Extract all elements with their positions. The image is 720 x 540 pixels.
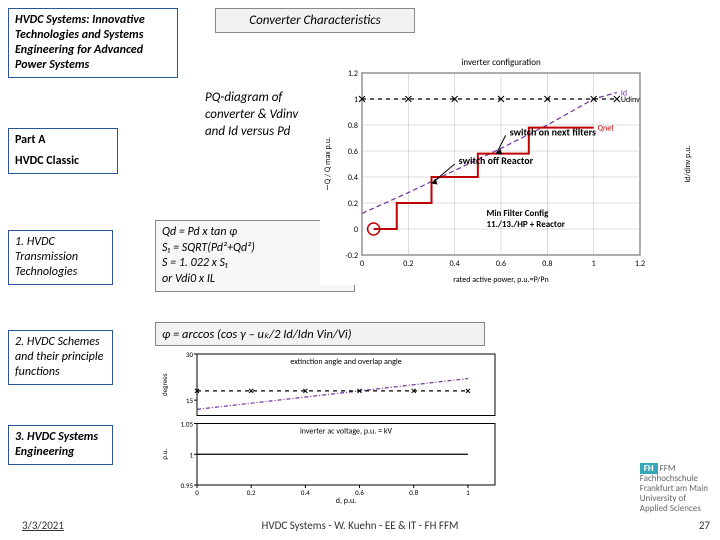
svg-text:1.05: 1.05	[181, 420, 194, 429]
slide-header-text: Converter Characteristics	[249, 13, 380, 28]
svg-text:0.6: 0.6	[348, 147, 358, 157]
svg-text:1: 1	[592, 259, 596, 269]
angle-voltage-chart: extinction angle and overlap angle 15 30 de…	[155, 350, 505, 505]
svg-text:0: 0	[354, 225, 358, 235]
svg-text:0.95: 0.95	[181, 481, 194, 490]
nav-item-2[interactable]: 2. HVDC Schemes and their principle func…	[8, 330, 113, 385]
svg-text:11./13./HP + Reactor: 11./13./HP + Reactor	[486, 219, 565, 230]
angle-voltage-chart-svg: extinction angle and overlap angle 15 30 de…	[155, 350, 505, 505]
svg-text:Id/dinv p.u.: Id/dinv p.u.	[683, 145, 693, 182]
svg-text:0.6: 0.6	[496, 259, 506, 269]
svg-text:0.8: 0.8	[542, 259, 552, 269]
svg-text:extinction angle and overlap a: extinction angle and overlap angle	[290, 357, 401, 367]
course-title-box: HVDC Systems: Innovative Technologies an…	[8, 8, 178, 78]
nav-item-1-label: 1. HVDC Transmission Technologies	[15, 235, 78, 279]
fh-abbrev: FFM	[660, 463, 676, 474]
nav-item-2-label: 2. HVDC Schemes and their principle func…	[15, 335, 103, 379]
svg-text:0.8: 0.8	[348, 121, 358, 131]
pq-chart-svg: 00.20.40.60.811.2-0.200.20.40.60.811.2ra…	[320, 55, 700, 285]
pq-description: PQ-diagram of converter & Vdinv and Id v…	[205, 90, 305, 141]
svg-text:0.2: 0.2	[403, 259, 413, 269]
footer-page: 27	[699, 519, 710, 532]
svg-text:0: 0	[360, 259, 364, 269]
nav-item-3[interactable]: 3. HVDC Systems Engineering	[8, 425, 113, 465]
fh-l5: Applied Sciences	[640, 503, 701, 514]
svg-text:degrees: degrees	[160, 373, 169, 396]
course-title: HVDC Systems: Innovative Technologies an…	[15, 13, 145, 72]
svg-text:1: 1	[354, 95, 358, 105]
svg-text:0.2: 0.2	[348, 199, 358, 209]
fh-logo: FHFFM Fachhochschule Frankfurt am Main U…	[640, 463, 708, 514]
svg-text:inverter ac voltage, p.u. = kV: inverter ac voltage, p.u. = kV	[300, 427, 393, 437]
svg-text:0: 0	[195, 488, 199, 497]
svg-text:1.2: 1.2	[635, 259, 645, 269]
part-a-label: Part A	[15, 133, 111, 148]
phi-formula: φ = arccos (cos γ – uₖ/2 Id/Idn Vin/Vi)	[162, 327, 352, 342]
nav-item-3-label: 3. HVDC Systems Engineering	[15, 430, 98, 459]
svg-text:0.4: 0.4	[301, 488, 310, 497]
svg-text:0.8: 0.8	[409, 488, 418, 497]
part-a-subtitle: HVDC Classic	[15, 154, 111, 169]
svg-text:∼Q / Q max p.u.: ∼Q / Q max p.u.	[323, 137, 333, 191]
svg-text:30: 30	[186, 350, 194, 359]
svg-text:0.4: 0.4	[348, 173, 358, 183]
svg-text:1: 1	[189, 450, 193, 459]
svg-text:1: 1	[466, 488, 470, 497]
slide-header: Converter Characteristics	[215, 8, 415, 33]
svg-text:-0.2: -0.2	[345, 251, 358, 261]
svg-text:0.6: 0.6	[355, 488, 364, 497]
nav-item-1[interactable]: 1. HVDC Transmission Technologies	[8, 230, 113, 285]
svg-text:p.u.: p.u.	[160, 449, 169, 460]
svg-text:switch on next filters: switch on next filters	[510, 125, 596, 138]
svg-text:15: 15	[186, 396, 194, 405]
svg-text:1.2: 1.2	[348, 69, 358, 79]
part-a-box: Part A HVDC Classic	[8, 128, 118, 174]
svg-text:Udinv: Udinv	[621, 95, 640, 105]
phi-formula-box: φ = arccos (cos γ – uₖ/2 Id/Idn Vin/Vi)	[155, 322, 485, 346]
footer-center: HVDC Systems - W. Kuehn - EE & IT - FH F…	[0, 519, 720, 532]
svg-text:rated active power, p.u.=P/Pn: rated active power, p.u.=P/Pn	[453, 275, 548, 285]
svg-text:Qnet: Qnet	[598, 124, 615, 134]
svg-text:switch off Reactor: switch off Reactor	[459, 154, 534, 167]
pq-chart: 00.20.40.60.811.2-0.200.20.40.60.811.2ra…	[320, 55, 700, 285]
svg-text:0.4: 0.4	[450, 259, 460, 269]
svg-text:Min Filter Config: Min Filter Config	[486, 208, 549, 219]
pq-description-text: PQ-diagram of converter & Vdinv and Id v…	[205, 90, 298, 139]
svg-text:d, p.u.: d, p.u.	[336, 496, 356, 505]
svg-text:inverter configuration: inverter configuration	[461, 57, 541, 68]
svg-text:0.2: 0.2	[247, 488, 256, 497]
